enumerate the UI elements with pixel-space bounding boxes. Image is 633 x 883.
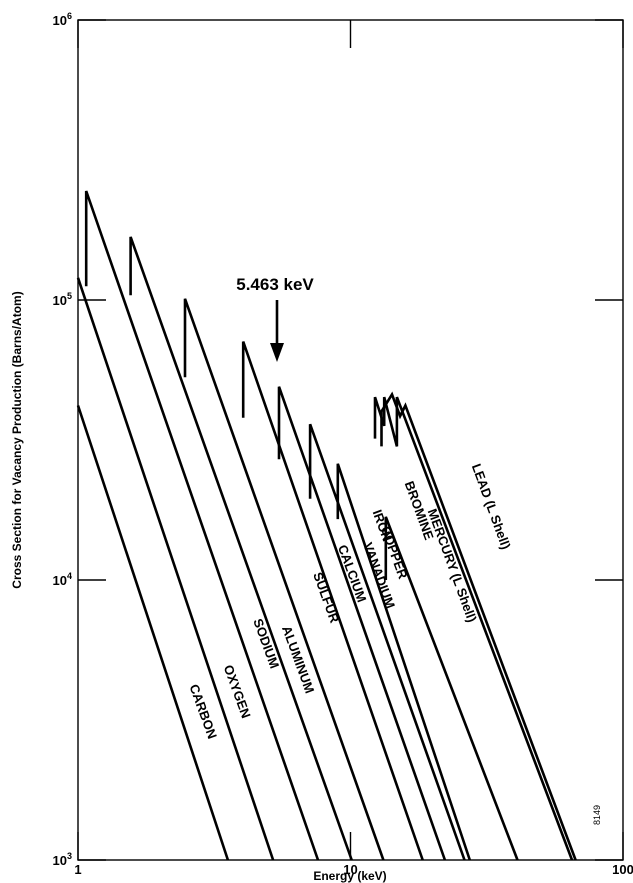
series-lines: [76, 190, 577, 861]
annotation-text: 5.463 keV: [236, 275, 314, 294]
y-tick-label: 103: [53, 851, 72, 868]
annotation-5463-kev: 5.463 keV: [236, 275, 314, 362]
series-line-iron: [308, 423, 466, 861]
axis-ticks: [77, 19, 624, 861]
series-line-mercury-l-shell: [373, 396, 574, 861]
x-tick-label: 1: [74, 862, 81, 877]
x-tick-label: 10: [343, 862, 357, 877]
figure-id: 8149: [592, 805, 602, 825]
y-tick-label: 105: [53, 291, 72, 308]
x-axis-title: Energy (keV): [313, 869, 386, 883]
series-line-oxygen: [76, 277, 275, 861]
series-label-sulfur: SULFUR: [310, 570, 342, 625]
y-axis-title: Cross Section for Vacancy Production (Ba…: [10, 291, 24, 588]
series-line-copper: [336, 463, 472, 861]
series-line-lead-l-shell: [380, 391, 577, 861]
series-line-bromine: [384, 516, 519, 861]
series-line-sodium: [84, 190, 320, 861]
series-label-sodium: SODIUM: [250, 616, 282, 670]
y-tick-label: 104: [53, 571, 72, 588]
series-line-sulfur: [183, 298, 385, 861]
tick-labels: 1 10 100 103 104 105 106: [53, 11, 633, 877]
series-label-oxygen: OXYGEN: [221, 663, 254, 720]
x-tick-label: 100: [612, 862, 633, 877]
series-label-carbon: CARBON: [186, 682, 220, 741]
series-line-aluminum: [129, 236, 353, 861]
series-label-lead: LEAD (L Shell): [469, 462, 514, 552]
series-line-vanadium: [277, 386, 447, 861]
y-tick-label: 106: [53, 11, 72, 28]
annotation-arrowhead: [270, 343, 284, 362]
series-line-calcium: [241, 341, 424, 861]
plot-frame: [77, 19, 624, 861]
series-label-mercury: MERCURY (L Shell): [425, 507, 480, 625]
series-line-carbon: [76, 405, 230, 861]
